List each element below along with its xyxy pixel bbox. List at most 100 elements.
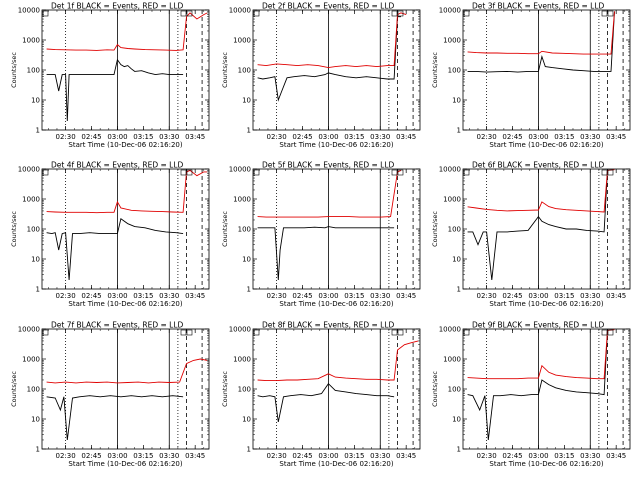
x-tick-label: 03:45 <box>185 133 205 141</box>
y-tick-label: 1 <box>247 286 251 294</box>
corner-marker <box>42 329 49 336</box>
series-events <box>46 395 184 441</box>
x-tick-label: 03:45 <box>396 452 416 460</box>
x-tick-label: 03:30 <box>580 452 600 460</box>
x-axis-label: Start Time (10-Dec-06 02:16:20) <box>68 141 182 149</box>
panel-title: Det 3f BLACK = Events, RED = LLD <box>472 2 605 11</box>
x-tick-label: 03:30 <box>370 133 390 141</box>
x-tick-label: 03:30 <box>370 292 390 300</box>
series-lld <box>257 340 419 382</box>
x-tick-label: 03:15 <box>554 292 574 300</box>
series-events <box>257 16 401 102</box>
y-tick-label: 1 <box>36 446 40 454</box>
corner-marker <box>397 10 404 17</box>
series-lld <box>467 329 615 380</box>
series-lld <box>46 12 208 51</box>
x-tick-label: 03:30 <box>159 292 179 300</box>
x-tick-label: 02:30 <box>267 452 287 460</box>
x-tick-label: 02:30 <box>477 133 497 141</box>
y-tick-label: 10 <box>242 256 251 264</box>
x-tick-label: 02:45 <box>292 292 312 300</box>
corner-marker <box>607 169 614 176</box>
series-events <box>467 170 608 281</box>
y-tick-label: 1 <box>36 286 40 294</box>
x-tick-label: 03:00 <box>107 292 127 300</box>
y-tick-label: 100 <box>27 226 40 234</box>
y-tick-label: 1000 <box>233 356 251 364</box>
series-lld <box>46 358 208 384</box>
x-axis-label: Start Time (10-Dec-06 02:16:20) <box>279 141 393 149</box>
x-tick-label: 03:30 <box>159 452 179 460</box>
detector-panel-1: Det 1f BLACK = Events, RED = LLD 1 10 100 10… <box>10 2 210 149</box>
y-tick-label: 1000 <box>443 356 461 364</box>
panel-title: Det 6f BLACK = Events, RED = LLD <box>472 161 605 170</box>
series-lld <box>467 11 615 55</box>
y-tick-label: 1 <box>457 286 461 294</box>
panel-title: Det 9f BLACK = Events, RED = LLD <box>472 321 605 330</box>
y-tick-label: 10 <box>31 256 40 264</box>
x-tick-label: 03:15 <box>133 452 153 460</box>
x-axis-label: Start Time (10-Dec-06 02:16:20) <box>279 300 393 308</box>
y-tick-label: 1 <box>247 127 251 135</box>
corner-marker <box>391 10 398 17</box>
x-axis-label: Start Time (10-Dec-06 02:16:20) <box>68 460 182 468</box>
x-tick-label: 03:30 <box>580 292 600 300</box>
x-tick-label: 03:00 <box>528 452 548 460</box>
corner-marker <box>42 10 49 17</box>
y-tick-label: 1000 <box>22 356 40 364</box>
panel-title: Det 4f BLACK = Events, RED = LLD <box>51 161 184 170</box>
x-tick-label: 03:45 <box>606 133 626 141</box>
corner-marker <box>186 329 193 336</box>
y-tick-label: 10000 <box>18 166 40 174</box>
y-tick-label: 100 <box>238 386 251 394</box>
series-lld <box>257 169 402 218</box>
x-tick-label: 03:45 <box>396 292 416 300</box>
corner-marker <box>186 169 193 176</box>
panel-title: Det 5f BLACK = Events, RED = LLD <box>262 161 395 170</box>
y-tick-label: 1000 <box>443 196 461 204</box>
x-tick-label: 02:45 <box>292 452 312 460</box>
x-tick-label: 03:30 <box>370 452 390 460</box>
x-tick-label: 03:45 <box>185 452 205 460</box>
x-tick-label: 03:45 <box>606 292 626 300</box>
x-axis-label: Start Time (10-Dec-06 02:16:20) <box>68 300 182 308</box>
x-tick-label: 02:45 <box>81 452 101 460</box>
series-events <box>46 58 184 122</box>
x-tick-label: 03:30 <box>159 133 179 141</box>
y-tick-label: 1000 <box>22 196 40 204</box>
x-tick-label: 03:15 <box>133 292 153 300</box>
y-axis-label: Counts/sec <box>431 52 439 88</box>
series-lld <box>467 169 615 213</box>
x-tick-label: 03:45 <box>396 133 416 141</box>
x-axis-label: Start Time (10-Dec-06 02:16:20) <box>489 460 603 468</box>
y-tick-label: 100 <box>448 226 461 234</box>
y-tick-label: 10 <box>31 97 40 105</box>
y-tick-label: 10 <box>31 416 40 424</box>
series-events <box>467 330 608 441</box>
x-tick-label: 03:15 <box>554 133 574 141</box>
y-tick-label: 100 <box>238 67 251 75</box>
corner-marker <box>180 169 187 176</box>
y-tick-label: 100 <box>27 386 40 394</box>
x-tick-label: 03:30 <box>580 133 600 141</box>
x-tick-label: 02:45 <box>502 292 522 300</box>
series-events <box>257 226 395 281</box>
y-tick-label: 1 <box>247 446 251 454</box>
x-axis-label: Start Time (10-Dec-06 02:16:20) <box>489 141 603 149</box>
x-tick-label: 03:00 <box>107 133 127 141</box>
y-tick-label: 1000 <box>233 196 251 204</box>
x-tick-label: 02:45 <box>502 452 522 460</box>
y-axis-label: Counts/sec <box>221 211 229 247</box>
corner-marker <box>42 169 49 176</box>
y-tick-label: 1000 <box>22 37 40 45</box>
x-tick-label: 03:00 <box>318 452 338 460</box>
corner-marker <box>601 10 608 17</box>
y-axis-label: Counts/sec <box>10 52 18 88</box>
y-tick-label: 10 <box>242 416 251 424</box>
x-tick-label: 03:00 <box>528 292 548 300</box>
x-tick-label: 02:30 <box>56 133 76 141</box>
x-tick-label: 02:45 <box>81 292 101 300</box>
corner-marker <box>397 329 404 336</box>
corner-marker <box>601 329 608 336</box>
corner-marker <box>180 10 187 17</box>
